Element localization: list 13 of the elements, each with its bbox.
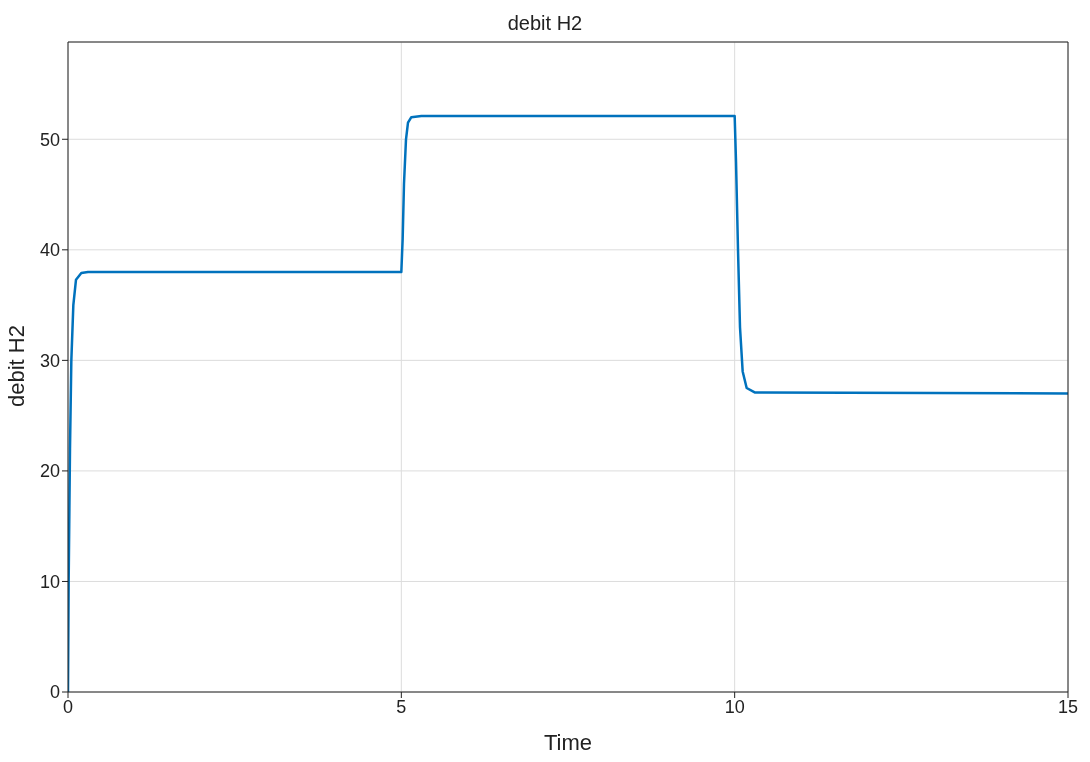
x-tick-label: 5 <box>396 696 407 717</box>
x-tick-label: 15 <box>1057 696 1079 717</box>
chart-title: debit H2 <box>506 11 584 36</box>
y-tick-label: 20 <box>39 461 60 482</box>
y-tick-label: 30 <box>39 350 60 371</box>
y-tick-label: 0 <box>49 682 60 703</box>
x-tick-label: 0 <box>62 696 74 717</box>
x-axis-title: Time <box>543 730 593 755</box>
y-tick-label: 50 <box>39 129 60 150</box>
y-tick-label: 10 <box>39 571 60 592</box>
y-axis-title: debit H2 <box>3 325 29 407</box>
x-tick-label: 10 <box>724 696 745 717</box>
y-tick-label: 40 <box>39 240 60 261</box>
